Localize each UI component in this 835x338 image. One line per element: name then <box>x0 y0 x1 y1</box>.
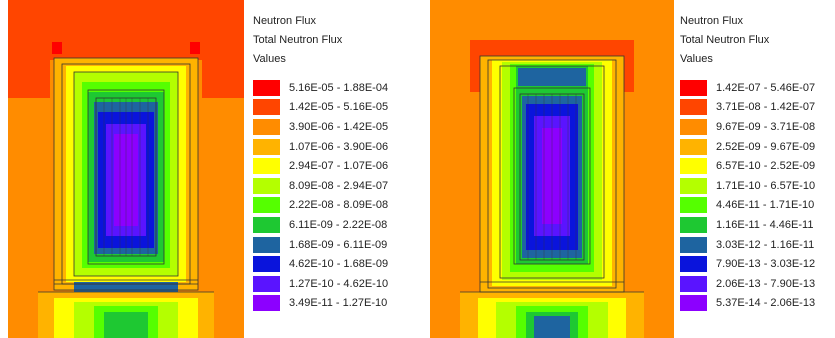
legend-swatch <box>680 236 707 253</box>
legend-label: 2.94E-07 - 1.07E-06 <box>289 160 389 173</box>
legend-label: 1.71E-10 - 6.57E-10 <box>716 179 816 192</box>
legend-swatch <box>253 216 280 233</box>
legend-row: 8.09E-08 - 2.94E-07 <box>253 176 388 196</box>
legend-values-line: Values <box>253 53 286 65</box>
legend-swatch <box>680 158 707 175</box>
legend-label: 1.07E-06 - 3.90E-06 <box>289 140 389 153</box>
legend-label: 2.52E-09 - 9.67E-09 <box>716 140 816 153</box>
legend-swatch <box>253 275 280 292</box>
legend-label: 1.42E-05 - 5.16E-05 <box>289 101 389 114</box>
legend-row: 1.42E-05 - 5.16E-05 <box>253 98 388 118</box>
legend-label: 2.06E-13 - 7.90E-13 <box>716 277 816 290</box>
legend-label: 6.11E-09 - 2.22E-08 <box>289 218 388 231</box>
legend-row: 2.52E-09 - 9.67E-09 <box>680 137 815 157</box>
legend-label: 1.42E-07 - 5.46E-07 <box>716 81 816 94</box>
legend-rows-left: 5.16E-05 - 1.88E-04 1.42E-05 - 5.16E-05 … <box>253 78 388 313</box>
legend-label: 6.57E-10 - 2.52E-09 <box>716 160 816 173</box>
legend-right: Neutron Flux Total Neutron Flux Values 1… <box>680 12 815 313</box>
legend-row: 3.90E-06 - 1.42E-05 <box>253 117 388 137</box>
legend-title-line: Neutron Flux <box>680 15 743 27</box>
legend-swatch <box>253 79 280 96</box>
legend-values-line: Values <box>680 53 713 65</box>
legend-label: 4.46E-11 - 1.71E-10 <box>716 199 815 212</box>
legend-swatch <box>680 79 707 96</box>
flux-panel-left: Neutron Flux Total Neutron Flux Values 5… <box>8 0 388 338</box>
legend-swatch <box>680 256 707 273</box>
legend-label: 1.27E-10 - 4.62E-10 <box>289 277 389 290</box>
legend-row: 1.07E-06 - 3.90E-06 <box>253 137 388 157</box>
legend-swatch <box>680 138 707 155</box>
legend-label: 8.09E-08 - 2.94E-07 <box>289 179 389 192</box>
legend-row: 4.62E-10 - 1.68E-09 <box>253 254 388 274</box>
flux-map-left <box>8 0 244 338</box>
legend-row: 4.46E-11 - 1.71E-10 <box>680 196 815 216</box>
legend-label: 9.67E-09 - 3.71E-08 <box>716 120 816 133</box>
legend-label: 5.37E-14 - 2.06E-13 <box>716 297 816 310</box>
legend-swatch <box>680 275 707 292</box>
legend-swatch <box>253 118 280 135</box>
legend-row: 5.16E-05 - 1.88E-04 <box>253 78 388 98</box>
legend-swatch <box>680 118 707 135</box>
legend-row: 1.16E-11 - 4.46E-11 <box>680 215 815 235</box>
legend-swatch <box>680 216 707 233</box>
legend-swatch <box>253 158 280 175</box>
legend-row: 2.06E-13 - 7.90E-13 <box>680 274 815 294</box>
legend-swatch <box>253 295 280 312</box>
legend-swatch <box>680 295 707 312</box>
legend-title-right: Neutron Flux Total Neutron Flux Values <box>680 12 815 69</box>
legend-row: 3.71E-08 - 1.42E-07 <box>680 98 815 118</box>
legend-label: 4.62E-10 - 1.68E-09 <box>289 258 389 271</box>
legend-swatch <box>680 99 707 116</box>
legend-row: 1.42E-07 - 5.46E-07 <box>680 78 815 98</box>
legend-row: 2.94E-07 - 1.07E-06 <box>253 156 388 176</box>
legend-label: 3.49E-11 - 1.27E-10 <box>289 297 388 310</box>
legend-left: Neutron Flux Total Neutron Flux Values 5… <box>253 12 388 313</box>
legend-title-line: Neutron Flux <box>253 15 316 27</box>
flux-panel-right: Neutron Flux Total Neutron Flux Values 1… <box>420 0 835 338</box>
legend-row: 2.22E-08 - 8.09E-08 <box>253 196 388 216</box>
legend-row: 5.37E-14 - 2.06E-13 <box>680 294 815 314</box>
legend-swatch <box>680 177 707 194</box>
legend-swatch <box>253 236 280 253</box>
legend-subtitle-line: Total Neutron Flux <box>253 34 343 46</box>
legend-row: 7.90E-13 - 3.03E-12 <box>680 254 815 274</box>
legend-swatch <box>680 197 707 214</box>
legend-label: 1.68E-09 - 6.11E-09 <box>289 238 388 251</box>
legend-subtitle-line: Total Neutron Flux <box>680 34 770 46</box>
flux-map-right <box>430 0 674 338</box>
legend-label: 1.16E-11 - 4.46E-11 <box>716 218 814 231</box>
legend-row: 9.67E-09 - 3.71E-08 <box>680 117 815 137</box>
legend-row: 6.11E-09 - 2.22E-08 <box>253 215 388 235</box>
legend-row: 3.49E-11 - 1.27E-10 <box>253 294 388 314</box>
legend-row: 1.68E-09 - 6.11E-09 <box>253 235 388 255</box>
legend-row: 6.57E-10 - 2.52E-09 <box>680 156 815 176</box>
legend-row: 1.27E-10 - 4.62E-10 <box>253 274 388 294</box>
legend-label: 3.03E-12 - 1.16E-11 <box>716 238 815 251</box>
legend-swatch <box>253 177 280 194</box>
legend-swatch <box>253 138 280 155</box>
legend-label: 3.71E-08 - 1.42E-07 <box>716 101 816 114</box>
legend-label: 2.22E-08 - 8.09E-08 <box>289 199 389 212</box>
legend-title-left: Neutron Flux Total Neutron Flux Values <box>253 12 388 69</box>
legend-row: 3.03E-12 - 1.16E-11 <box>680 235 815 255</box>
legend-swatch <box>253 99 280 116</box>
legend-swatch <box>253 197 280 214</box>
legend-label: 3.90E-06 - 1.42E-05 <box>289 120 389 133</box>
legend-rows-right: 1.42E-07 - 5.46E-07 3.71E-08 - 1.42E-07 … <box>680 78 815 313</box>
legend-row: 1.71E-10 - 6.57E-10 <box>680 176 815 196</box>
legend-label: 7.90E-13 - 3.03E-12 <box>716 258 816 271</box>
legend-label: 5.16E-05 - 1.88E-04 <box>289 81 389 94</box>
legend-swatch <box>253 256 280 273</box>
